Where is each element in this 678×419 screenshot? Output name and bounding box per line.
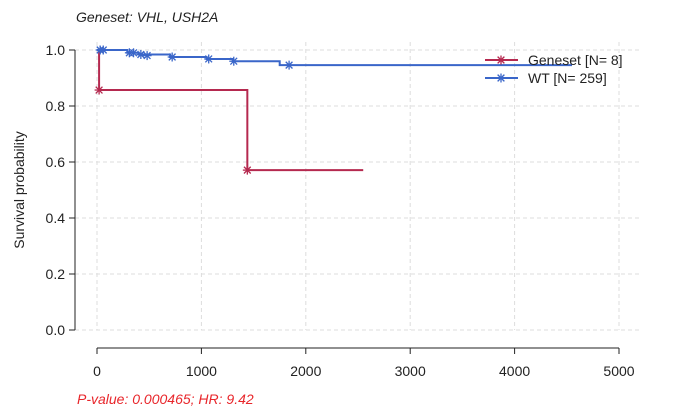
x-tick-label: 2000	[290, 363, 321, 379]
censor-mark	[94, 85, 104, 95]
legend-label: Geneset [N= 8]	[528, 52, 623, 68]
legend: Geneset [N= 8] WT [N= 259]	[485, 52, 623, 86]
censor-mark	[142, 51, 152, 61]
axes	[69, 49, 620, 354]
tick-labels: 0.0 0.2 0.4 0.6 0.8 1.0 0 1000 2000 3000 4000 5000	[46, 42, 635, 379]
y-tick-label: 1.0	[46, 42, 66, 58]
censor-mark	[129, 48, 139, 58]
censor-mark	[229, 56, 239, 66]
p-value-text: P-value: 0.000465; HR: 9.42	[77, 391, 254, 407]
x-tick-label: 4000	[499, 363, 530, 379]
survival-curves	[94, 45, 573, 175]
censor-mark	[136, 49, 146, 59]
censor-mark	[204, 54, 214, 64]
y-tick-label: 0.0	[46, 322, 66, 338]
y-tick-label: 0.4	[46, 210, 66, 226]
legend-label: WT [N= 259]	[528, 70, 607, 86]
x-tick-label: 3000	[395, 363, 426, 379]
censor-mark	[284, 60, 294, 70]
y-tick-label: 0.6	[46, 154, 66, 170]
x-tick-label: 1000	[186, 363, 217, 379]
y-axis-label: Survival probability	[11, 131, 27, 249]
y-tick-label: 0.2	[46, 266, 66, 282]
grid-lines	[75, 42, 640, 331]
legend-marker	[496, 55, 506, 65]
curve-geneset	[97, 49, 364, 172]
legend-marker	[496, 73, 506, 83]
x-tick-label: 0	[93, 363, 101, 379]
censor-mark	[167, 52, 177, 62]
censor-mark	[242, 165, 252, 175]
x-tick-label: 5000	[603, 363, 634, 379]
censor-mark	[98, 45, 108, 55]
y-tick-label: 0.8	[46, 98, 66, 114]
chart-title: Geneset: VHL, USH2A	[76, 9, 219, 25]
